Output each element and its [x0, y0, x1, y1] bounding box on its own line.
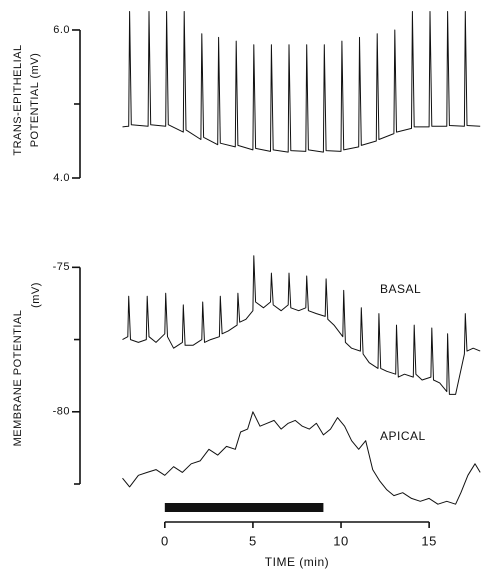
trace	[122, 255, 481, 395]
trace	[122, 411, 481, 505]
y-axis-label: (mV)	[30, 282, 42, 308]
y-axis-label: MEMBRANE POTENTIAL	[12, 310, 24, 447]
x-axis-label: TIME (min)	[265, 555, 329, 569]
trace	[122, 11, 481, 153]
x-tick-label: 15	[421, 533, 436, 548]
y-tick-label: 6.0	[53, 24, 70, 36]
y-tick-label: 4.0	[53, 172, 70, 184]
x-tick-label: 10	[333, 533, 348, 548]
x-tick-label: 0	[161, 533, 169, 548]
series-label: BASAL	[380, 282, 421, 296]
y-axis-label: TRANS-EPITHELIAL	[12, 44, 24, 155]
y-tick-label: -75	[53, 261, 70, 273]
y-axis-label: POTENTIAL (mV)	[29, 53, 41, 148]
y-tick-label: -80	[53, 406, 70, 418]
series-label: APICAL	[380, 429, 426, 443]
stimulus-bar	[164, 503, 324, 512]
x-tick-label: 5	[249, 533, 257, 548]
